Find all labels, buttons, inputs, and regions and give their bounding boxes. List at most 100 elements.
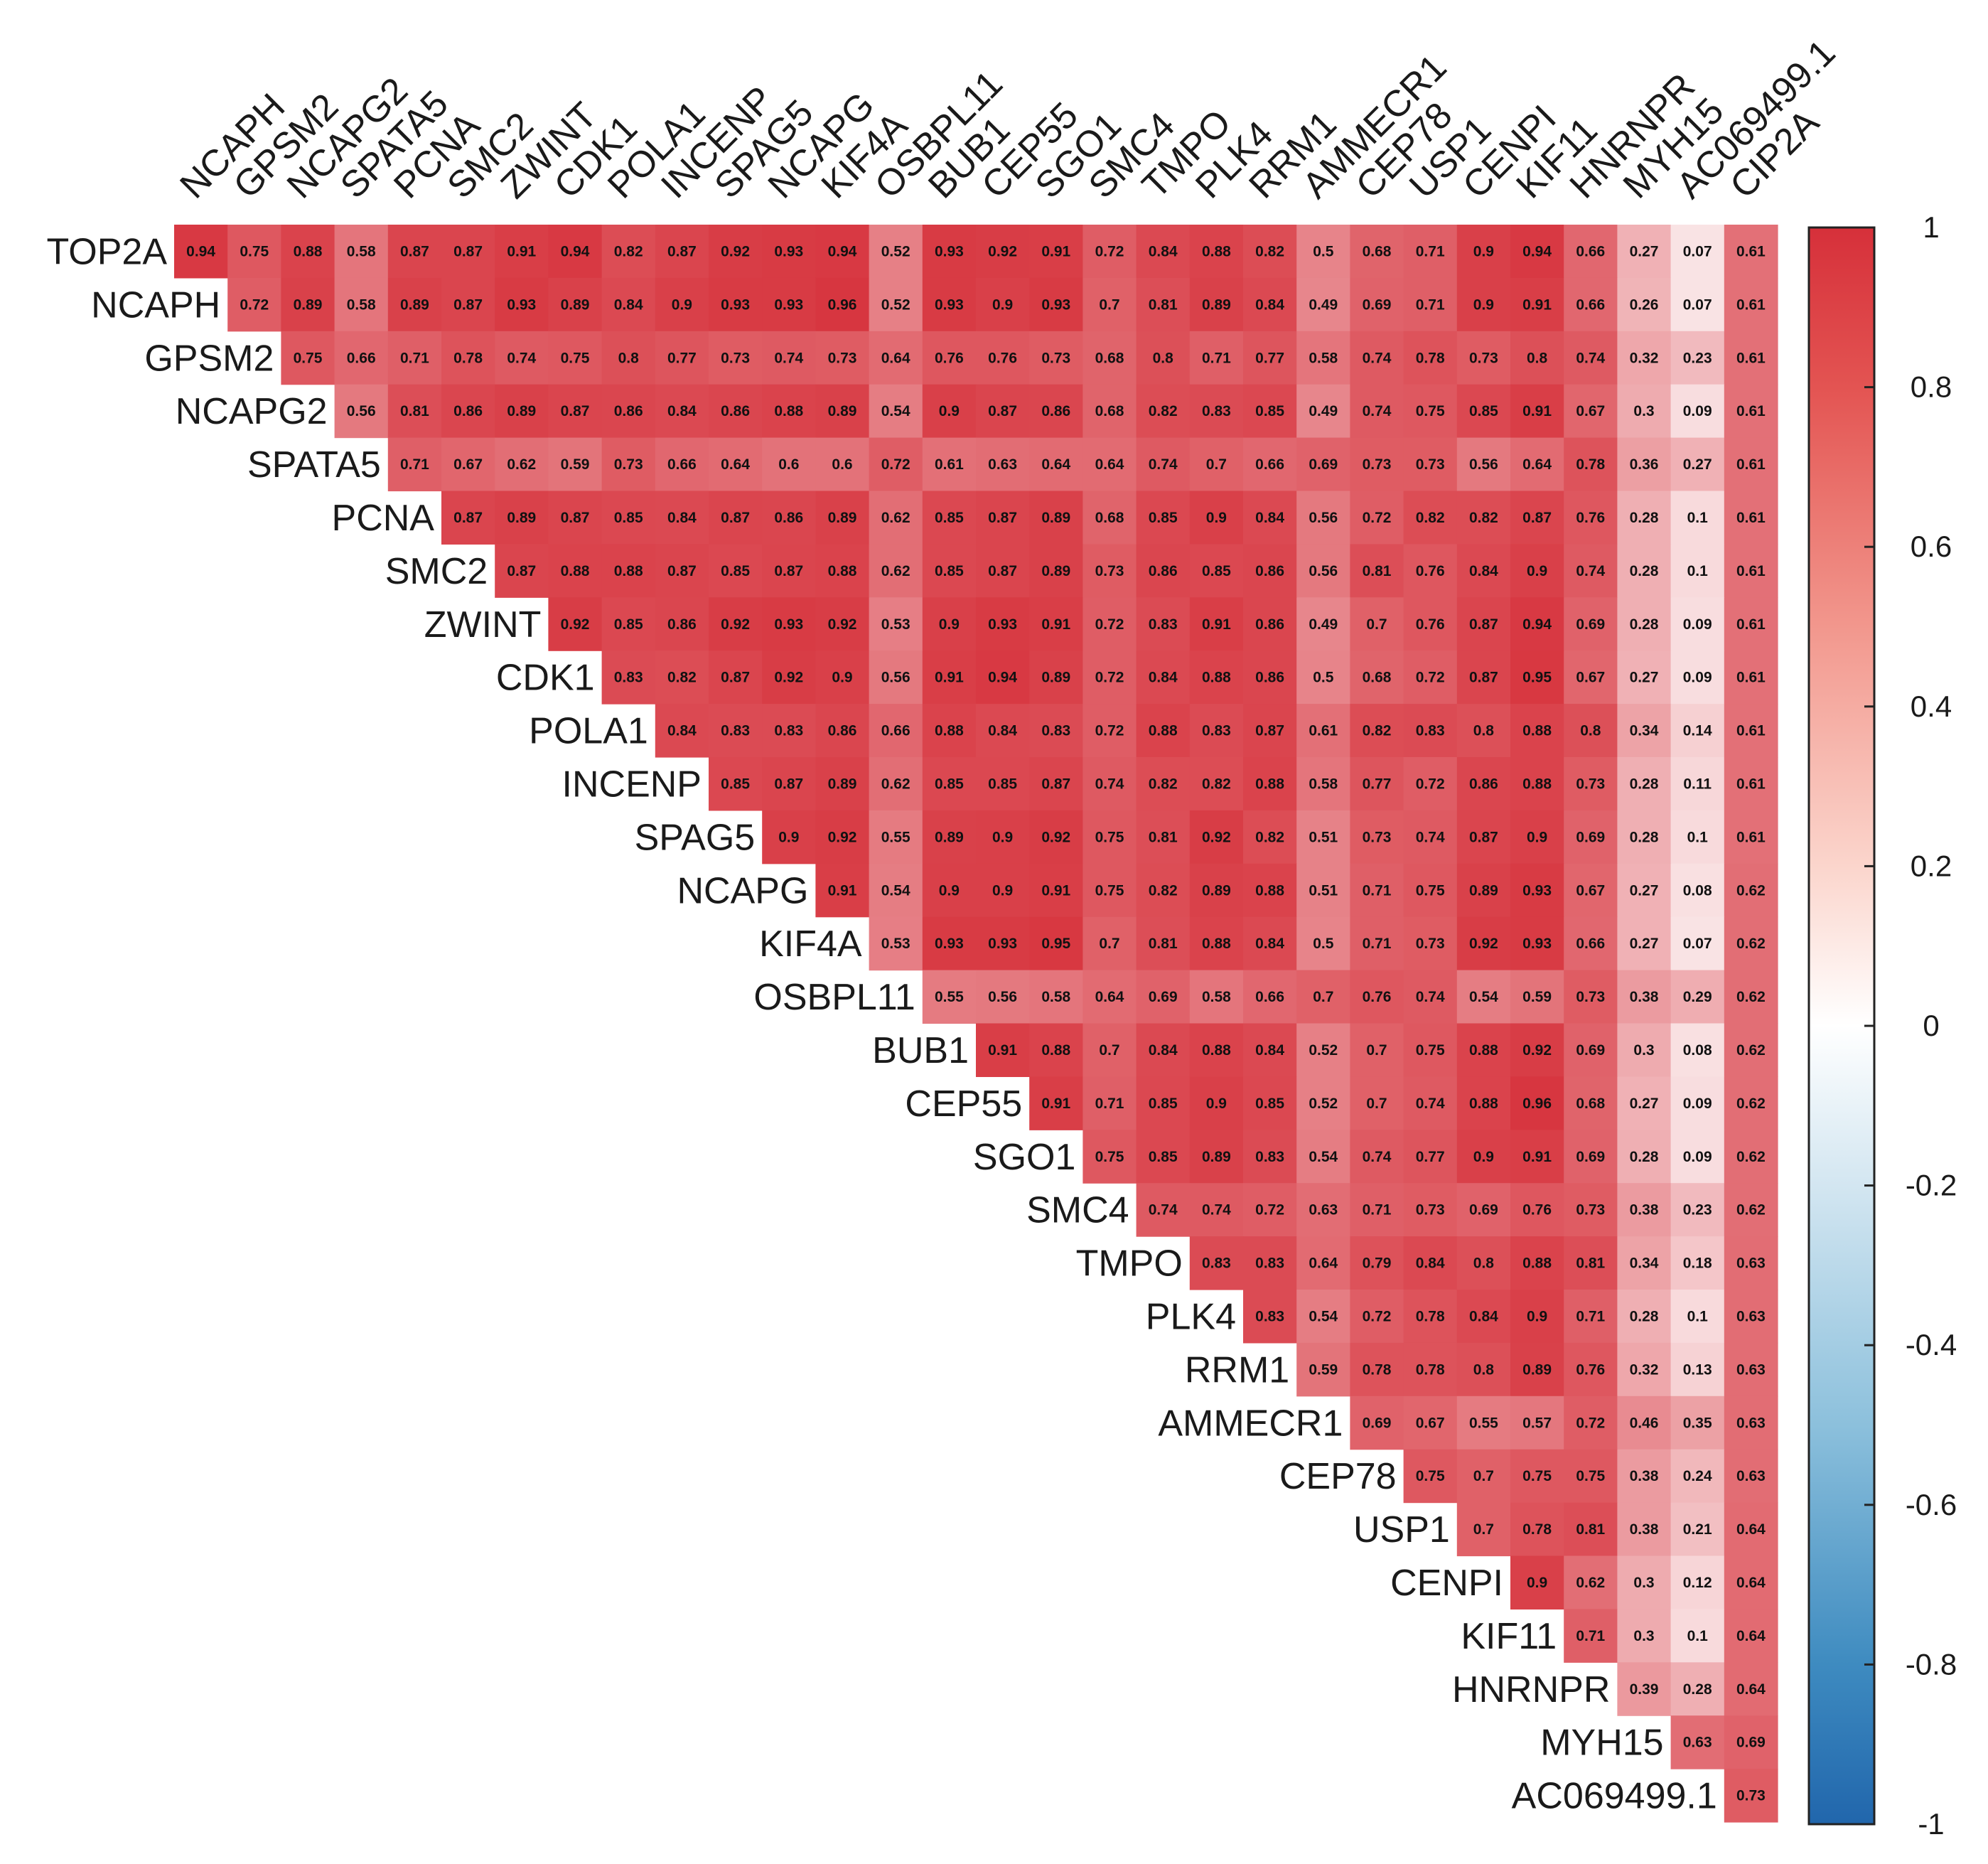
cell-value-label: 0.35 [1683, 1415, 1712, 1431]
cell-value-label: 0.92 [988, 243, 1017, 259]
color-legend-tick-label: 1 [1923, 210, 1939, 244]
cell-value-label: 0.08 [1683, 1042, 1712, 1059]
heatmap-cell [922, 810, 977, 864]
cell-value-label: 0.9 [992, 829, 1013, 845]
heatmap-cell [1136, 970, 1191, 1024]
color-legend-tick-label: -0.8 [1906, 1647, 1957, 1681]
cell-value-label: 0.89 [400, 296, 429, 313]
cell-value-label: 0.55 [881, 829, 910, 845]
row-label: ZWINT [424, 604, 542, 646]
cell-value-label: 0.93 [988, 936, 1017, 952]
heatmap-cell [1670, 1609, 1725, 1663]
heatmap-cell [1724, 1502, 1778, 1557]
heatmap-cell [1243, 225, 1297, 279]
heatmap-cell [1350, 810, 1404, 864]
cell-value-label: 0.56 [1469, 456, 1498, 473]
heatmap-cell [1136, 1183, 1191, 1237]
cell-value-label: 0.72 [1363, 1309, 1392, 1325]
cell-value-label: 0.92 [1522, 1042, 1552, 1059]
cell-value-label: 0.91 [1041, 882, 1070, 899]
cell-value-label: 0.72 [1095, 723, 1124, 739]
cell-value-label: 0.88 [1255, 776, 1284, 793]
heatmap-cell [1617, 544, 1672, 598]
heatmap-cell [1243, 704, 1297, 758]
heatmap-cell [1456, 970, 1511, 1024]
heatmap-cell [1296, 1076, 1350, 1130]
cell-value-label: 0.26 [1630, 296, 1659, 313]
heatmap-cell [1564, 544, 1618, 598]
heatmap-cell [869, 597, 923, 651]
heatmap-cell [1456, 384, 1511, 439]
cell-value-label: 0.07 [1683, 243, 1712, 259]
heatmap-cell [1724, 384, 1778, 439]
cell-value-label: 0.69 [1149, 989, 1178, 1005]
heatmap-cell [1510, 1290, 1564, 1344]
cell-value-label: 0.9 [939, 882, 960, 899]
cell-value-label: 0.61 [1736, 776, 1766, 793]
heatmap-cell [762, 384, 816, 439]
cell-value-label: 0.93 [774, 243, 803, 259]
heatmap-cell [709, 225, 763, 279]
heatmap-cell [1082, 544, 1137, 598]
heatmap-cell [441, 491, 495, 545]
heatmap-cell [1403, 916, 1458, 971]
cell-value-label: 0.73 [1469, 350, 1498, 366]
heatmap-cell [1296, 1023, 1350, 1077]
heatmap-cell [1510, 277, 1564, 332]
cell-value-label: 0.66 [1255, 456, 1284, 473]
cell-value-label: 0.88 [828, 563, 857, 579]
heatmap-cell [1617, 650, 1672, 705]
cell-value-label: 0.93 [1522, 936, 1552, 952]
cell-value-label: 0.21 [1683, 1521, 1712, 1538]
cell-value-label: 0.68 [1095, 510, 1124, 526]
heatmap-cell [1350, 225, 1404, 279]
cell-value-label: 0.68 [1095, 350, 1124, 366]
heatmap-cell [1617, 331, 1672, 385]
heatmap-cell [1243, 757, 1297, 811]
cell-value-label: 0.75 [1416, 403, 1445, 419]
heatmap-cell [387, 331, 442, 385]
cell-value-label: 0.74 [1363, 403, 1392, 419]
heatmap-cell [1510, 1183, 1564, 1237]
heatmap-cell [1296, 544, 1350, 598]
heatmap-cell [1564, 1236, 1618, 1290]
heatmap-cell [387, 384, 442, 439]
heatmap-cell [548, 437, 603, 492]
cell-value-label: 0.88 [1522, 723, 1552, 739]
heatmap-cell [1403, 810, 1458, 864]
heatmap-cell [1510, 916, 1564, 971]
heatmap-cell [495, 277, 549, 332]
cell-value-label: 0.57 [1522, 1415, 1552, 1431]
cell-value-label: 0.88 [1522, 1255, 1552, 1272]
cell-value-label: 0.92 [561, 616, 590, 633]
heatmap-cell [1296, 863, 1350, 918]
heatmap-cell [655, 704, 709, 758]
cell-value-label: 0.89 [507, 510, 536, 526]
heatmap-cell [1029, 544, 1083, 598]
cell-value-label: 0.83 [1202, 1255, 1231, 1272]
heatmap-cell [709, 597, 763, 651]
heatmap-cell [922, 437, 977, 492]
heatmap-cell [815, 491, 870, 545]
heatmap-cell [1670, 1715, 1725, 1769]
heatmap-cell [1564, 650, 1618, 705]
heatmap-cell [815, 863, 870, 918]
cell-value-label: 0.91 [1202, 616, 1231, 633]
heatmap-cell [1724, 1076, 1778, 1130]
cell-value-label: 0.75 [1095, 1149, 1124, 1165]
cell-value-label: 0.84 [1255, 510, 1284, 526]
heatmap-cell [1564, 1130, 1618, 1184]
cell-value-label: 0.63 [1683, 1735, 1712, 1751]
heatmap-cell [709, 331, 763, 385]
heatmap-cell [1510, 1076, 1564, 1130]
heatmap-cell [1029, 650, 1083, 705]
cell-value-label: 0.74 [1576, 350, 1605, 366]
cell-value-label: 0.38 [1630, 989, 1659, 1005]
heatmap-cell [1617, 597, 1672, 651]
cell-value-label: 0.74 [1363, 1149, 1392, 1165]
cell-value-label: 0.92 [1041, 829, 1070, 845]
heatmap-cell [1403, 1290, 1458, 1344]
heatmap-cell [1564, 1609, 1618, 1663]
cell-value-label: 0.81 [400, 403, 429, 419]
cell-value-label: 0.89 [561, 296, 590, 313]
